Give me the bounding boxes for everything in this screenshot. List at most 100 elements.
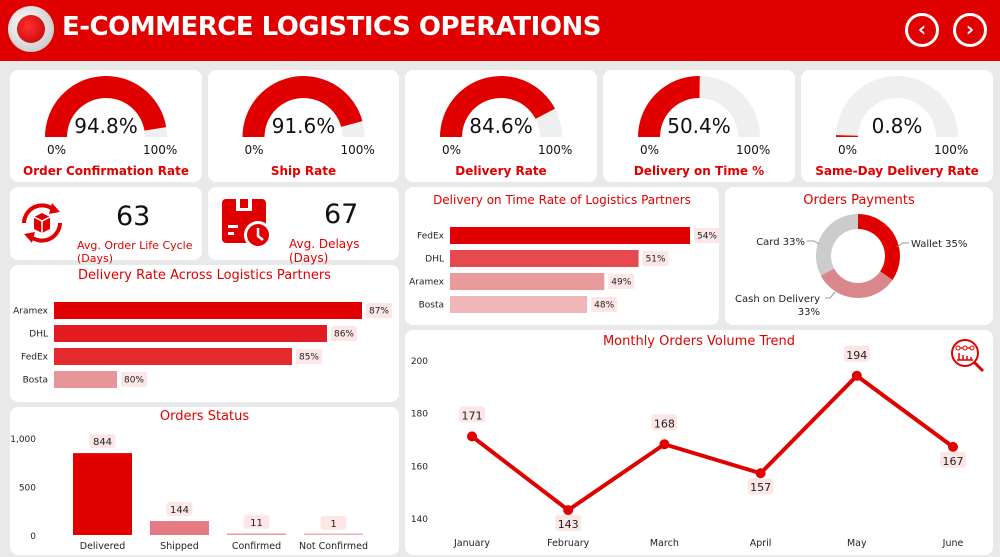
y-tick-label: 0 [30, 532, 36, 542]
x-category-label: Shipped [160, 541, 199, 552]
prev-page-button[interactable]: ‹ [905, 13, 939, 47]
data-point [755, 468, 766, 479]
data-label-bg [747, 478, 774, 495]
bar-category-label: DHL [425, 255, 444, 265]
point-data-label: 167 [943, 455, 964, 468]
gauge-fill [638, 76, 700, 137]
x-category-label: May [847, 538, 867, 549]
gauge-label: Delivery Rate [455, 164, 547, 178]
slice-label-card: Card 33% [756, 237, 805, 248]
donut-slice [816, 214, 858, 276]
bar [54, 348, 292, 365]
on-time-bar-chart: FedEx 54% DHL 51% Aramex 49% Bosta 48% [409, 227, 719, 313]
gauge-min: 0% [244, 143, 264, 157]
gauge-fill [242, 76, 363, 137]
bar [54, 302, 362, 319]
gauge-value: 94.8% [74, 114, 138, 138]
leader-line [807, 240, 820, 245]
data-label-bg [459, 406, 485, 423]
x-category-label: Not Confirmed [299, 541, 368, 552]
bar-data-label: 85% [299, 353, 319, 363]
bar [450, 296, 588, 313]
x-category-label: February [547, 538, 589, 549]
donut-slice [858, 214, 900, 280]
bar-category-label: Bosta [419, 301, 444, 311]
x-category-label: Confirmed [232, 541, 281, 552]
point-data-label: 143 [558, 518, 579, 531]
chart-title: Monthly Orders Volume Trend [602, 334, 796, 349]
data-label-bg [331, 326, 357, 341]
x-category-label: April [750, 538, 772, 549]
data-label-bg [296, 349, 322, 364]
payments-donut-chart: Wallet 35% Card 33% Cash on Delivery 33% [735, 214, 967, 318]
slice-label-cod: Cash on Delivery [735, 294, 820, 305]
page-title: E-COMMERCE LOGISTICS OPERATIONS [62, 12, 601, 42]
y-tick-label: 500 [19, 484, 36, 494]
chart-title: Delivery Rate Across Logistics Partners [78, 268, 331, 283]
gauge-label: Delivery on Time % [633, 164, 765, 178]
data-label-bg [366, 303, 392, 318]
bar [450, 250, 639, 267]
gauge-chart [836, 76, 958, 137]
analytics-search-icon[interactable] [948, 336, 988, 376]
data-point [851, 370, 862, 381]
bar-data-label: 86% [334, 330, 354, 340]
kpi-value: 63 [116, 201, 151, 232]
gauge-chart [45, 76, 167, 137]
gauge-card: 94.8% 0% 100% Order Confirmation Rate [10, 70, 202, 182]
leader-line [825, 291, 836, 299]
chart-title: Delivery on Time Rate of Logistics Partn… [433, 193, 691, 207]
monthly-trend-card: Monthly Orders Volume Trend 140 160 180 200… [405, 330, 993, 555]
gauge-min: 0% [442, 143, 462, 157]
gauge-value: 50.4% [667, 114, 731, 138]
y-tick-label: 140 [411, 515, 428, 525]
box-cycle-icon [22, 203, 62, 243]
bar-data-label: 51% [646, 255, 666, 265]
bar-category-label: DHL [29, 330, 48, 340]
bar [304, 533, 363, 535]
vodafone-logo [8, 6, 54, 52]
slice-label-cod-pct: 33% [798, 307, 820, 318]
trend-line [470, 373, 955, 513]
point-data-label: 171 [462, 409, 483, 422]
delivery-rate-partners-card: Delivery Rate Across Logistics Partners … [10, 265, 399, 402]
data-label-bg [89, 434, 116, 449]
bar-data-label: 54% [697, 232, 717, 242]
gauge-label: Ship Rate [270, 164, 337, 178]
gauge-min: 0% [47, 143, 67, 157]
data-label-bg [166, 502, 193, 517]
bar-data-label: 49% [611, 278, 631, 288]
gauge-card: 0.8% 0% 100% Same-Day Delivery Rate [801, 70, 993, 182]
gauge-chart [440, 76, 562, 137]
y-tick-label: 160 [411, 462, 428, 472]
bar [450, 273, 605, 290]
data-point [467, 431, 477, 442]
gauge-chart [242, 75, 365, 137]
gauge-fill [836, 135, 859, 137]
gauge-value: 84.6% [469, 114, 533, 138]
gauge-label: Same-Day Delivery Rate [815, 164, 979, 178]
gauge-max: 100% [143, 143, 178, 157]
bar-category-label: FedEx [21, 353, 49, 363]
bar-data-label: 144 [170, 505, 189, 516]
gauge-max: 100% [934, 143, 969, 157]
point-data-label: 168 [654, 417, 675, 430]
gauge-card: 50.4% 0% 100% Delivery on Time % [603, 70, 795, 182]
orders-payments-card: Orders Payments Wallet 35% Card 33% Cash o… [725, 187, 993, 325]
data-label-bg [642, 251, 669, 266]
bar [54, 325, 327, 342]
chevron-left-icon: ‹ [917, 17, 927, 41]
chart-title: Orders Payments [803, 193, 915, 208]
orders-status-bar-chart: 0 500 1,000 844 Delivered 144 Shipped 11 Confirm… [10, 434, 368, 552]
bar-category-label: Bosta [23, 376, 48, 386]
data-label-bg [320, 515, 347, 530]
gauge-max: 100% [538, 143, 573, 157]
kpi-card-life-cycle: 63 Avg. Order Life Cycle (Days) [10, 187, 202, 265]
gauge-max: 100% [736, 143, 771, 157]
data-label-bg [555, 515, 582, 532]
data-point [563, 505, 574, 516]
point-data-label: 194 [846, 349, 867, 362]
data-label-bg [591, 297, 618, 312]
next-page-button[interactable]: › [953, 13, 987, 47]
data-label-bg [843, 345, 870, 362]
